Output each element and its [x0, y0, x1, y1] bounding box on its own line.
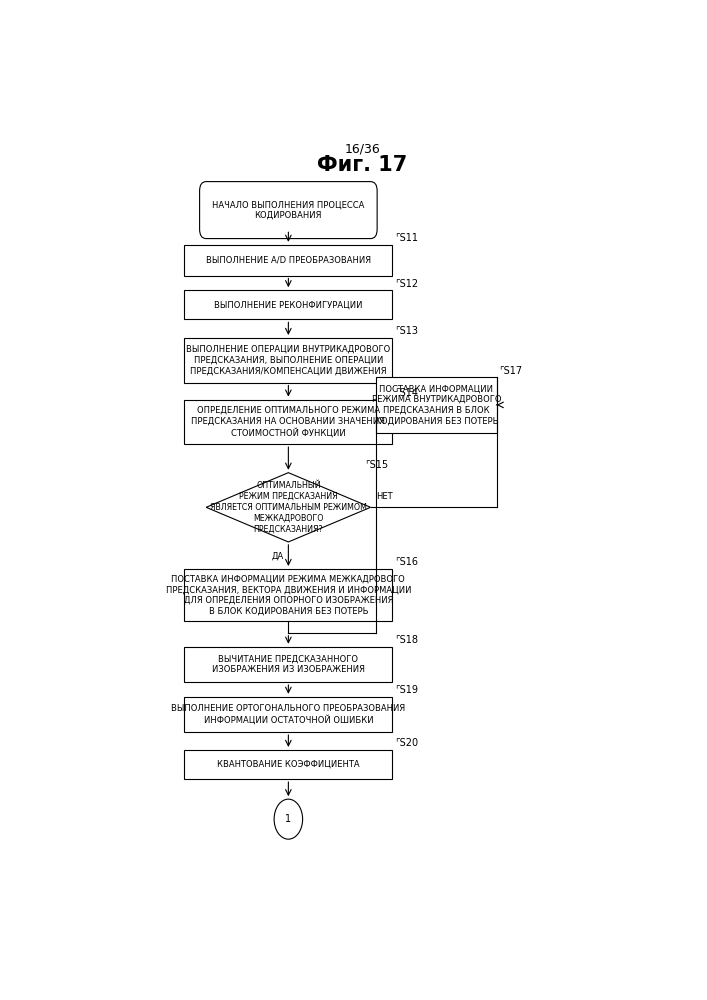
Circle shape — [274, 799, 303, 839]
Bar — [376, 377, 496, 433]
Text: ⌜S12: ⌜S12 — [395, 279, 418, 289]
Bar — [185, 338, 392, 383]
Text: ⌜S19: ⌜S19 — [395, 685, 418, 695]
Text: ⌜S11: ⌜S11 — [395, 233, 418, 243]
Text: ПОСТАВКА ИНФОРМАЦИИ РЕЖИМА МЕЖКАДРОВОГО
ПРЕДСКАЗАНИЯ, ВЕКТОРА ДВИЖЕНИЯ И ИНФОРМА: ПОСТАВКА ИНФОРМАЦИИ РЕЖИМА МЕЖКАДРОВОГО … — [165, 574, 411, 616]
Text: ДА: ДА — [271, 551, 284, 560]
Text: ОПРЕДЕЛЕНИЕ ОПТИМАЛЬНОГО РЕЖИМА
ПРЕДСКАЗАНИЯ НА ОСНОВАНИИ ЗНАЧЕНИЯ
СТОИМОСТНОЙ Ф: ОПРЕДЕЛЕНИЕ ОПТИМАЛЬНОГО РЕЖИМА ПРЕДСКАЗ… — [192, 406, 385, 438]
Bar — [185, 290, 392, 319]
Text: ⌜S15: ⌜S15 — [365, 460, 388, 470]
Text: 16/36: 16/36 — [344, 143, 380, 156]
Bar — [185, 750, 392, 779]
Bar — [185, 697, 392, 732]
Polygon shape — [206, 473, 370, 542]
Text: ВЫЧИТАНИЕ ПРЕДСКАЗАННОГО
ИЗОБРАЖЕНИЯ ИЗ ИЗОБРАЖЕНИЯ: ВЫЧИТАНИЕ ПРЕДСКАЗАННОГО ИЗОБРАЖЕНИЯ ИЗ … — [212, 655, 365, 674]
Text: ⌜S17: ⌜S17 — [498, 366, 522, 376]
Text: ВЫПОЛНЕНИЕ ОРТОГОНАЛЬНОГО ПРЕОБРАЗОВАНИЯ
ИНФОРМАЦИИ ОСТАТОЧНОЙ ОШИБКИ: ВЫПОЛНЕНИЕ ОРТОГОНАЛЬНОГО ПРЕОБРАЗОВАНИЯ… — [171, 704, 406, 725]
Bar — [185, 569, 392, 621]
Text: ⌜S13: ⌜S13 — [395, 326, 418, 336]
Text: ВЫПОЛНЕНИЕ А/D ПРЕОБРАЗОВАНИЯ: ВЫПОЛНЕНИЕ А/D ПРЕОБРАЗОВАНИЯ — [206, 256, 371, 265]
Text: КВАНТОВАНИЕ КОЭФФИЦИЕНТА: КВАНТОВАНИЕ КОЭФФИЦИЕНТА — [217, 760, 360, 769]
Bar — [185, 245, 392, 276]
Text: ⌜S18: ⌜S18 — [395, 635, 418, 645]
Text: ⌜S20: ⌜S20 — [395, 738, 418, 748]
FancyBboxPatch shape — [199, 182, 377, 239]
Bar — [185, 647, 392, 682]
Text: НАЧАЛО ВЫПОЛНЕНИЯ ПРОЦЕССА
КОДИРОВАНИЯ: НАЧАЛО ВЫПОЛНЕНИЯ ПРОЦЕССА КОДИРОВАНИЯ — [212, 200, 365, 220]
Text: НЕТ: НЕТ — [376, 492, 392, 501]
Text: ОПТИМАЛЬНЫЙ
РЕЖИМ ПРЕДСКАЗАНИЯ
ЯВЛЯЕТСЯ ОПТИМАЛЬНЫМ РЕЖИМОМ
МЕЖКАДРОВОГО
ПРЕДСКА: ОПТИМАЛЬНЫЙ РЕЖИМ ПРЕДСКАЗАНИЯ ЯВЛЯЕТСЯ … — [210, 481, 367, 533]
Text: Фиг. 17: Фиг. 17 — [317, 155, 407, 175]
Bar — [185, 400, 392, 444]
Text: ⌜S16: ⌜S16 — [395, 557, 418, 567]
Text: ПОСТАВКА ИНФОРМАЦИИ
РЕЖИМА ВНУТРИКАДРОВОГО
ПРЕДСКАЗАНИЯ В БЛОК
КОДИРОВАНИЯ БЕЗ П: ПОСТАВКА ИНФОРМАЦИИ РЕЖИМА ВНУТРИКАДРОВО… — [372, 384, 501, 426]
Text: ⌜S14: ⌜S14 — [395, 388, 418, 398]
Text: ВЫПОЛНЕНИЕ РЕКОНФИГУРАЦИИ: ВЫПОЛНЕНИЕ РЕКОНФИГУРАЦИИ — [214, 300, 363, 309]
Text: 1: 1 — [286, 814, 291, 824]
Text: ВЫПОЛНЕНИЕ ОПЕРАЦИИ ВНУТРИКАДРОВОГО
ПРЕДСКАЗАНИЯ, ВЫПОЛНЕНИЕ ОПЕРАЦИИ
ПРЕДСКАЗАН: ВЫПОЛНЕНИЕ ОПЕРАЦИИ ВНУТРИКАДРОВОГО ПРЕД… — [186, 345, 390, 375]
